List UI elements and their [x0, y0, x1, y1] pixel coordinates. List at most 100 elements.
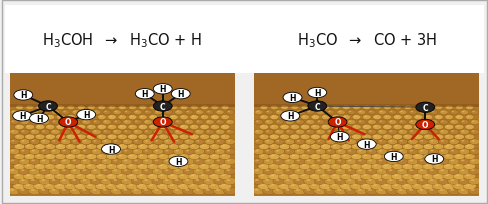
Circle shape [93, 160, 96, 162]
Circle shape [37, 164, 40, 166]
Circle shape [286, 150, 289, 152]
Circle shape [316, 160, 320, 162]
Circle shape [457, 187, 470, 195]
Circle shape [72, 189, 76, 191]
Circle shape [413, 184, 417, 186]
Circle shape [196, 140, 199, 142]
Circle shape [90, 178, 103, 185]
Circle shape [149, 105, 157, 110]
Circle shape [142, 159, 153, 165]
Circle shape [455, 174, 458, 176]
Circle shape [209, 134, 220, 140]
Circle shape [312, 126, 315, 127]
Circle shape [188, 154, 200, 160]
Circle shape [39, 168, 51, 175]
Circle shape [378, 150, 382, 152]
Circle shape [108, 184, 112, 186]
Circle shape [368, 150, 371, 152]
Circle shape [383, 164, 386, 166]
Circle shape [337, 169, 340, 171]
Circle shape [413, 125, 422, 130]
Circle shape [112, 130, 122, 135]
Circle shape [88, 155, 91, 157]
Circle shape [398, 179, 402, 181]
Circle shape [203, 168, 215, 175]
Circle shape [465, 174, 468, 176]
Circle shape [119, 155, 122, 157]
Circle shape [29, 149, 40, 155]
Circle shape [206, 140, 209, 142]
Circle shape [455, 145, 458, 147]
Circle shape [461, 131, 464, 132]
Circle shape [398, 160, 402, 162]
Circle shape [45, 144, 56, 150]
Circle shape [390, 173, 403, 180]
Circle shape [13, 173, 26, 180]
Circle shape [455, 155, 458, 157]
Circle shape [352, 184, 356, 186]
Circle shape [222, 116, 224, 118]
Circle shape [443, 154, 454, 160]
Circle shape [326, 169, 330, 171]
Circle shape [370, 182, 383, 190]
Circle shape [94, 111, 96, 113]
Circle shape [425, 145, 427, 147]
Circle shape [309, 154, 320, 160]
Circle shape [184, 120, 193, 125]
Circle shape [387, 130, 396, 135]
Circle shape [440, 160, 443, 162]
Circle shape [357, 160, 361, 162]
Circle shape [463, 173, 475, 180]
Circle shape [414, 145, 417, 147]
Circle shape [283, 93, 302, 103]
Circle shape [21, 160, 24, 162]
Circle shape [208, 182, 221, 190]
Circle shape [345, 149, 356, 155]
Circle shape [73, 121, 76, 122]
Circle shape [102, 110, 111, 115]
Circle shape [421, 182, 434, 190]
Circle shape [189, 125, 199, 130]
Circle shape [452, 173, 465, 180]
Circle shape [150, 106, 153, 108]
Circle shape [353, 116, 356, 118]
Circle shape [425, 126, 427, 127]
Circle shape [434, 105, 442, 110]
Circle shape [160, 164, 163, 166]
Circle shape [290, 174, 294, 176]
Circle shape [82, 169, 86, 171]
Circle shape [27, 106, 30, 108]
Circle shape [367, 110, 375, 115]
Circle shape [225, 130, 235, 135]
Circle shape [20, 110, 29, 115]
Circle shape [137, 163, 148, 170]
Circle shape [334, 187, 347, 195]
Circle shape [83, 131, 86, 132]
Circle shape [226, 160, 230, 162]
Circle shape [175, 179, 179, 181]
Circle shape [320, 134, 330, 140]
Circle shape [180, 155, 183, 157]
Circle shape [345, 168, 357, 175]
Circle shape [205, 169, 209, 171]
Circle shape [182, 187, 195, 195]
Circle shape [450, 140, 453, 142]
Circle shape [108, 105, 116, 110]
Circle shape [90, 168, 102, 175]
Circle shape [191, 106, 194, 108]
Circle shape [53, 111, 55, 113]
Circle shape [376, 159, 387, 165]
Circle shape [107, 115, 116, 120]
Circle shape [460, 160, 464, 162]
Circle shape [408, 189, 412, 191]
Circle shape [224, 159, 236, 165]
Circle shape [71, 120, 81, 125]
Circle shape [353, 126, 356, 127]
Circle shape [35, 134, 45, 140]
Circle shape [317, 140, 320, 142]
Circle shape [86, 144, 97, 150]
Circle shape [427, 139, 438, 145]
Circle shape [452, 163, 464, 170]
Circle shape [106, 163, 118, 170]
Circle shape [169, 115, 178, 120]
